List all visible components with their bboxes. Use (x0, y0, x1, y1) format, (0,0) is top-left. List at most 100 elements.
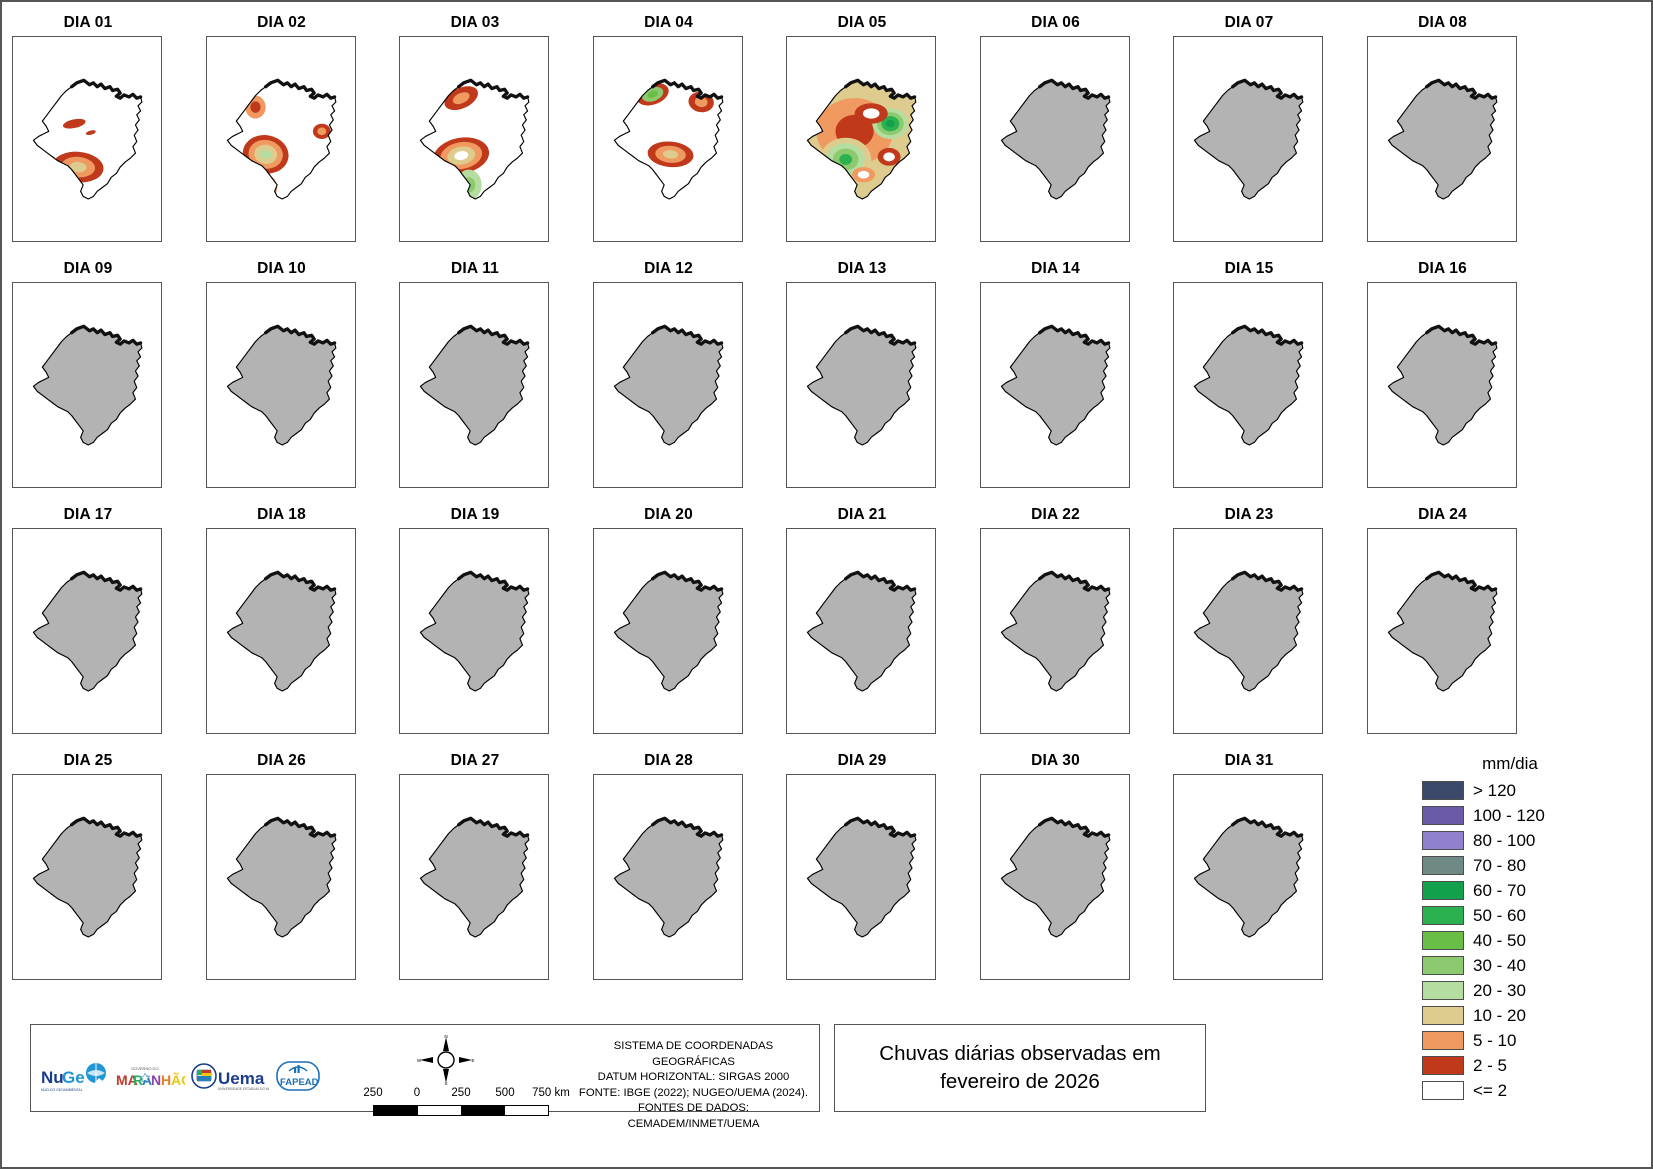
day-panel[interactable]: DIA 28 (592, 748, 745, 984)
day-panel[interactable]: DIA 06 (979, 10, 1132, 246)
day-panel-title: DIA 13 (837, 260, 887, 277)
day-map-frame[interactable] (399, 774, 549, 980)
day-panel[interactable]: DIA 16 (1366, 256, 1519, 492)
day-panel-title: DIA 17 (63, 506, 113, 523)
bottom-bar: Nu Ge NÚCLEO GEOAMBIENTAL GOVERNO DO MA … (12, 1008, 1382, 1158)
day-panel[interactable]: DIA 08 (1366, 10, 1519, 246)
north-arrow-icon: N S E W (416, 1033, 476, 1086)
day-map-frame[interactable] (592, 528, 743, 734)
legend-item: 20 - 30 (1398, 978, 1648, 1003)
legend-swatch (1422, 856, 1464, 875)
day-map-frame[interactable] (592, 36, 743, 242)
day-panel[interactable]: DIA 25 (12, 748, 164, 984)
legend-label: 30 - 40 (1473, 955, 1526, 975)
day-panel[interactable]: DIA 22 (979, 502, 1132, 738)
day-map-frame[interactable] (12, 774, 162, 980)
day-map-frame[interactable] (592, 774, 743, 980)
day-map-frame[interactable] (205, 282, 356, 488)
scale-bar-labels: 250 0 250 500 750 km (361, 1087, 569, 1103)
day-map-frame[interactable] (399, 36, 549, 242)
day-panel-title: DIA 05 (837, 14, 887, 31)
legend-item: <= 2 (1398, 1078, 1648, 1103)
day-map-frame[interactable] (979, 774, 1130, 980)
day-panel[interactable]: DIA 09 (12, 256, 164, 492)
day-map-frame[interactable] (1173, 528, 1323, 734)
day-panel[interactable]: DIA 19 (399, 502, 551, 738)
day-map-frame[interactable] (205, 36, 356, 242)
day-map-frame[interactable] (979, 528, 1130, 734)
day-map-frame[interactable] (786, 282, 936, 488)
day-panel[interactable]: DIA 23 (1173, 502, 1325, 738)
day-map-frame[interactable] (399, 282, 549, 488)
day-map-frame[interactable] (979, 282, 1130, 488)
day-panel[interactable]: DIA 17 (12, 502, 164, 738)
svg-text:GOVERNO DO: GOVERNO DO (131, 1066, 159, 1071)
day-panel[interactable]: DIA 10 (205, 256, 358, 492)
day-panel[interactable]: DIA 31 (1173, 748, 1325, 984)
day-map-frame[interactable] (205, 774, 356, 980)
day-map-frame[interactable] (1366, 528, 1517, 734)
day-panel[interactable]: DIA 05 (786, 10, 938, 246)
day-panel[interactable]: DIA 14 (979, 256, 1132, 492)
day-panel[interactable]: DIA 21 (786, 502, 938, 738)
day-panel-title: DIA 08 (1418, 14, 1467, 31)
day-map-frame[interactable] (205, 528, 356, 734)
day-map-frame[interactable] (1173, 282, 1323, 488)
legend-swatch (1422, 1081, 1464, 1100)
day-panel[interactable]: DIA 27 (399, 748, 551, 984)
legend-item: 100 - 120 (1398, 803, 1648, 828)
day-map-frame[interactable] (1366, 282, 1517, 488)
day-map-frame[interactable] (1366, 36, 1517, 242)
day-map-frame[interactable] (592, 282, 743, 488)
day-map-frame[interactable] (12, 282, 162, 488)
svg-text:S: S (444, 1081, 447, 1085)
legend-swatch (1422, 881, 1464, 900)
svg-text:W: W (417, 1058, 422, 1063)
day-panel[interactable]: DIA 03 (399, 10, 551, 246)
legend-label: 20 - 30 (1473, 980, 1526, 1000)
day-panel[interactable]: DIA 15 (1173, 256, 1325, 492)
day-panel[interactable]: DIA 30 (979, 748, 1132, 984)
credits-line-1: SISTEMA DE COORDENADAS GEOGRÁFICAS (613, 1040, 774, 1068)
svg-text:Uema: Uema (218, 1069, 265, 1088)
governo-maranhao-logo: GOVERNO DO MA R A N H ÃO (115, 1059, 185, 1093)
day-map-frame[interactable] (786, 528, 936, 734)
day-panel[interactable]: DIA 20 (592, 502, 745, 738)
day-panel-title: DIA 24 (1418, 506, 1467, 523)
day-map-frame[interactable] (1173, 774, 1323, 980)
day-panel[interactable]: DIA 26 (205, 748, 358, 984)
legend-swatch (1422, 806, 1464, 825)
day-map-frame[interactable] (786, 36, 936, 242)
scale-bar: 250 0 250 500 750 km (361, 1087, 570, 1121)
day-panel-title: DIA 14 (1031, 260, 1080, 277)
day-map-frame[interactable] (12, 36, 162, 242)
day-panel[interactable]: DIA 01 (12, 10, 164, 246)
day-panel-title: DIA 01 (63, 14, 113, 31)
legend-swatch (1422, 781, 1464, 800)
map-title: Chuvas diárias observadas em fevereiro d… (879, 1042, 1161, 1093)
day-panel[interactable]: DIA 04 (592, 10, 745, 246)
day-map-frame[interactable] (12, 528, 162, 734)
day-panel[interactable]: DIA 24 (1366, 502, 1519, 738)
day-map-frame[interactable] (399, 528, 549, 734)
day-panel[interactable]: DIA 29 (786, 748, 938, 984)
legend-swatch (1422, 831, 1464, 850)
day-panel-title: DIA 31 (1224, 752, 1274, 769)
legend-swatch (1422, 1031, 1464, 1050)
day-map-frame[interactable] (979, 36, 1130, 242)
day-panel[interactable]: DIA 07 (1173, 10, 1325, 246)
day-panel[interactable]: DIA 02 (205, 10, 358, 246)
day-panel[interactable]: DIA 13 (786, 256, 938, 492)
svg-text:MA: MA (116, 1072, 138, 1088)
legend-item: 60 - 70 (1398, 878, 1648, 903)
day-panel-title: DIA 11 (450, 260, 499, 277)
legend-swatch (1422, 956, 1464, 975)
day-panel[interactable]: DIA 12 (592, 256, 745, 492)
day-panel-title: DIA 07 (1224, 14, 1274, 31)
info-box: Nu Ge NÚCLEO GEOAMBIENTAL GOVERNO DO MA … (30, 1024, 820, 1130)
day-panel[interactable]: DIA 18 (205, 502, 358, 738)
day-panel[interactable]: DIA 11 (399, 256, 551, 492)
day-map-frame[interactable] (786, 774, 936, 980)
legend-item: > 120 (1398, 778, 1648, 803)
day-map-frame[interactable] (1173, 36, 1323, 242)
